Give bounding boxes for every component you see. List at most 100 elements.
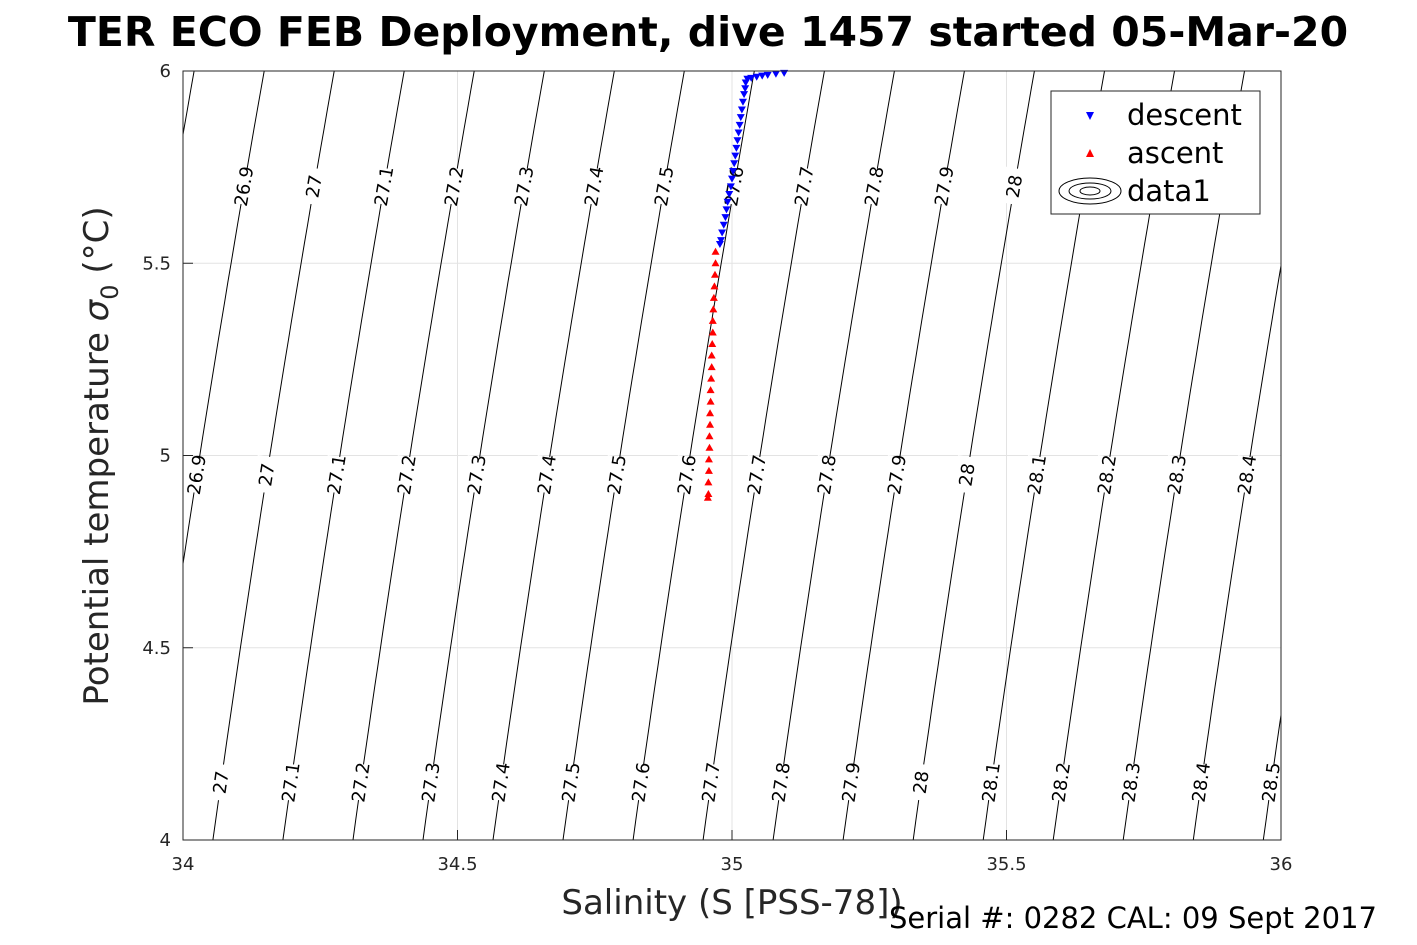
- density-contour-label-bg: [322, 455, 352, 495]
- density-contour-label-bg: [719, 166, 750, 207]
- y-axis-ticks: 4 4.5 5 5.5 6: [142, 61, 193, 851]
- density-contour-label-bg: [346, 762, 376, 802]
- density-contour-label-bg: [1022, 455, 1052, 495]
- ascent-point: [706, 397, 715, 405]
- density-contour-label-bg: [299, 166, 330, 207]
- ascent-point: [707, 351, 716, 359]
- y-tick-label: 4: [160, 830, 171, 851]
- density-contour-label: 28: [955, 462, 979, 488]
- descent-point: [715, 241, 724, 249]
- descent-point: [736, 114, 745, 122]
- density-contour-labels: 26.9 27 27.1 27.2 27.3 27.4 27.5 27.6 27.7 27.8 27…: [182, 165, 1286, 804]
- ascent-point: [707, 363, 716, 371]
- x-axis-label: Salinity (S [PSS-78]): [561, 883, 902, 923]
- density-contour-label-bg: [952, 455, 982, 495]
- density-contour-label-bg: [462, 455, 492, 495]
- ascent-point: [704, 489, 713, 497]
- ascent-point: [709, 293, 718, 301]
- descent-point: [780, 69, 789, 77]
- y-tick-label: 6: [160, 61, 171, 82]
- descent-point: [729, 167, 738, 175]
- ascent-point: [706, 409, 715, 417]
- density-contour-label-bg: [532, 455, 562, 495]
- ascent-point: [703, 493, 712, 501]
- density-contour-label-bg: [1046, 762, 1076, 802]
- density-contour-label-bg: [649, 166, 680, 207]
- descent-point: [723, 198, 732, 206]
- density-contour-label: 27: [255, 462, 279, 488]
- ascent-point: [704, 478, 713, 486]
- density-contour-label-bg: [626, 762, 656, 802]
- ascent-point: [710, 270, 719, 278]
- legend-ascent-marker: [1086, 149, 1094, 157]
- density-contour-label-bg: [1186, 762, 1216, 802]
- descent-point: [731, 152, 740, 160]
- density-contour-label: 28: [1003, 173, 1028, 199]
- density-contour-label-bg: [276, 762, 306, 802]
- ascent-point: [710, 282, 719, 290]
- legend-ascent-label: ascent: [1127, 136, 1223, 170]
- density-contour-label-bg: [252, 455, 282, 495]
- ascent-point: [704, 466, 713, 474]
- ascent-point: [709, 305, 718, 313]
- density-contour-label-bg: [182, 455, 212, 495]
- density-contour-label-bg: [976, 762, 1006, 802]
- descent-point: [740, 91, 749, 99]
- descent-point: [738, 98, 747, 106]
- y-axis-label-main: Potential temperature: [77, 321, 117, 705]
- density-contour-label-bg: [369, 166, 400, 207]
- descent-point: [717, 237, 726, 245]
- ascent-point: [708, 328, 717, 336]
- y-axis-label-subscript: 0: [96, 284, 124, 299]
- chart-title: TER ECO FEB Deployment, dive 1457 starte…: [68, 8, 1348, 56]
- density-contour-label-bg: [392, 455, 422, 495]
- x-tick-label: 36: [1270, 854, 1293, 875]
- descent-point: [719, 221, 728, 229]
- descent-point: [763, 71, 772, 79]
- ascent-point: [705, 432, 714, 440]
- density-contour-label-bg: [999, 166, 1030, 207]
- density-contour-label-bg: [206, 762, 236, 802]
- x-tick-label: 34: [172, 854, 195, 875]
- density-contour-label-bg: [1092, 455, 1122, 495]
- descent-point: [734, 129, 743, 137]
- density-contour-line: [1192, 262, 1281, 840]
- density-contour-label: 27: [210, 770, 234, 796]
- density-contour-label-bg: [696, 762, 726, 802]
- descent-point: [735, 121, 744, 129]
- descent-point: [741, 79, 750, 87]
- density-contour-label: 27: [302, 173, 327, 199]
- density-contour-label-bg: [882, 455, 912, 495]
- density-contour-label-bg: [929, 166, 960, 207]
- density-contour-label-bg: [812, 455, 842, 495]
- descent-point: [741, 85, 750, 93]
- density-contour-label-bg: [1162, 455, 1192, 495]
- y-tick-label: 5: [160, 446, 171, 467]
- y-tick-label: 5.5: [142, 253, 171, 274]
- y-axis-label: Potential temperature σ0 (°C): [77, 206, 124, 705]
- y-tick-label: 4.5: [142, 638, 171, 659]
- density-contour-label-bg: [416, 762, 446, 802]
- legend-descent-marker: [1086, 112, 1094, 120]
- density-contour-label-bg: [556, 762, 586, 802]
- descent-point: [728, 175, 736, 183]
- descent-point: [730, 160, 739, 168]
- serial-calibration-note: Serial #: 0282 CAL: 09 Sept 2017: [889, 901, 1377, 935]
- legend-data1-label: data1: [1127, 174, 1211, 208]
- ascent-point: [708, 316, 717, 324]
- descent-point: [732, 144, 741, 152]
- density-contour-label-bg: [486, 762, 516, 802]
- density-contour-label-bg: [439, 166, 470, 207]
- density-contour-label-bg: [1256, 762, 1286, 802]
- density-contour-label-bg: [229, 166, 260, 207]
- density-contour-label-bg: [789, 166, 820, 207]
- legend-descent-label: descent: [1127, 98, 1242, 132]
- x-tick-label: 35: [721, 854, 744, 875]
- ascent-point: [711, 259, 720, 267]
- descent-point: [722, 206, 731, 214]
- density-contour-label-bg: [906, 762, 936, 802]
- density-contour-label-bg: [742, 455, 772, 495]
- ascent-point: [711, 247, 720, 255]
- density-contour-label-bg: [859, 166, 890, 207]
